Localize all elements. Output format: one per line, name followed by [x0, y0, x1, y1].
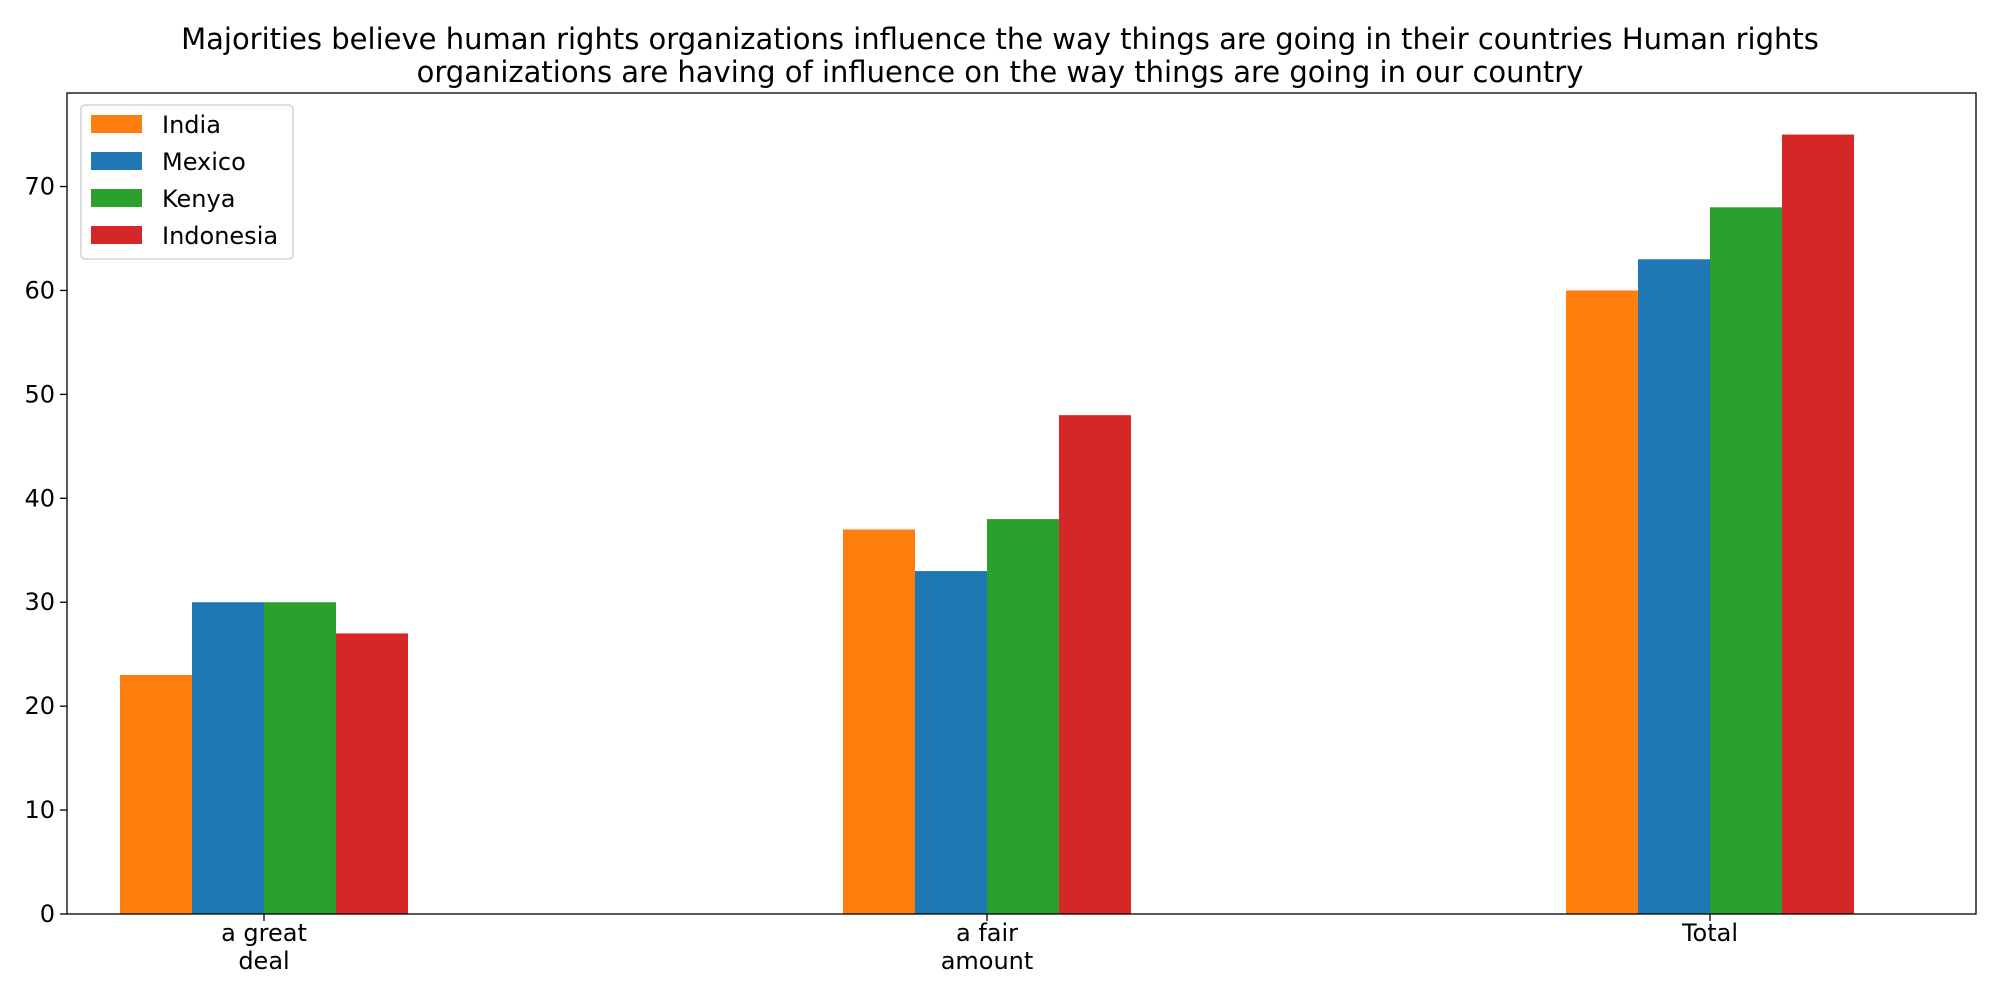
y-tick-label: 10 [24, 796, 55, 824]
y-tick-label: 60 [24, 276, 55, 304]
legend-swatch-kenya [91, 189, 142, 207]
bar-mexico-2 [1638, 259, 1710, 915]
legend-box [80, 104, 294, 260]
chart-title-line-1: Majorities believe human rights organiza… [181, 22, 1819, 56]
bar-indonesia-2 [1782, 134, 1854, 914]
bar-mexico-0 [192, 602, 264, 914]
y-tick-label: 0 [40, 900, 55, 928]
bar-india-0 [120, 674, 192, 914]
axes-layer: 0 10 20 30 40 50 60 70 a great deal a fair amount To… [24, 92, 1977, 975]
y-tick-label: 50 [24, 380, 55, 408]
y-tick-label: 30 [24, 588, 55, 616]
plot-frame [66, 92, 1977, 915]
bar-india-2 [1566, 290, 1638, 914]
bar-kenya-0 [264, 602, 336, 914]
x-tick-label: a fair amount [941, 919, 1034, 975]
legend-label-mexico: Mexico [162, 148, 246, 176]
bar-indonesia-0 [336, 633, 408, 914]
x-tick-label: Total [1681, 919, 1738, 947]
bar-mexico-1 [915, 571, 987, 914]
bar-kenya-1 [987, 519, 1059, 914]
legend: India Mexico Kenya Indonesia [80, 104, 294, 260]
legend-label-india: India [162, 111, 221, 139]
legend-label-indonesia: Indonesia [162, 222, 278, 250]
legend-swatch-indonesia [91, 226, 142, 244]
y-tick-label: 40 [24, 484, 55, 512]
bar-kenya-2 [1710, 207, 1782, 914]
bars-layer [120, 134, 1854, 915]
bar-india-1 [843, 529, 915, 914]
y-tick-label: 70 [24, 173, 55, 201]
legend-swatch-mexico [91, 152, 142, 170]
chart-title-line-2: organizations are having of influence on… [417, 55, 1584, 89]
legend-swatch-india [91, 115, 142, 133]
legend-label-kenya: Kenya [162, 185, 235, 213]
bar-indonesia-1 [1059, 415, 1131, 914]
y-tick-label: 20 [24, 692, 55, 720]
x-tick-label: a great deal [221, 919, 307, 975]
